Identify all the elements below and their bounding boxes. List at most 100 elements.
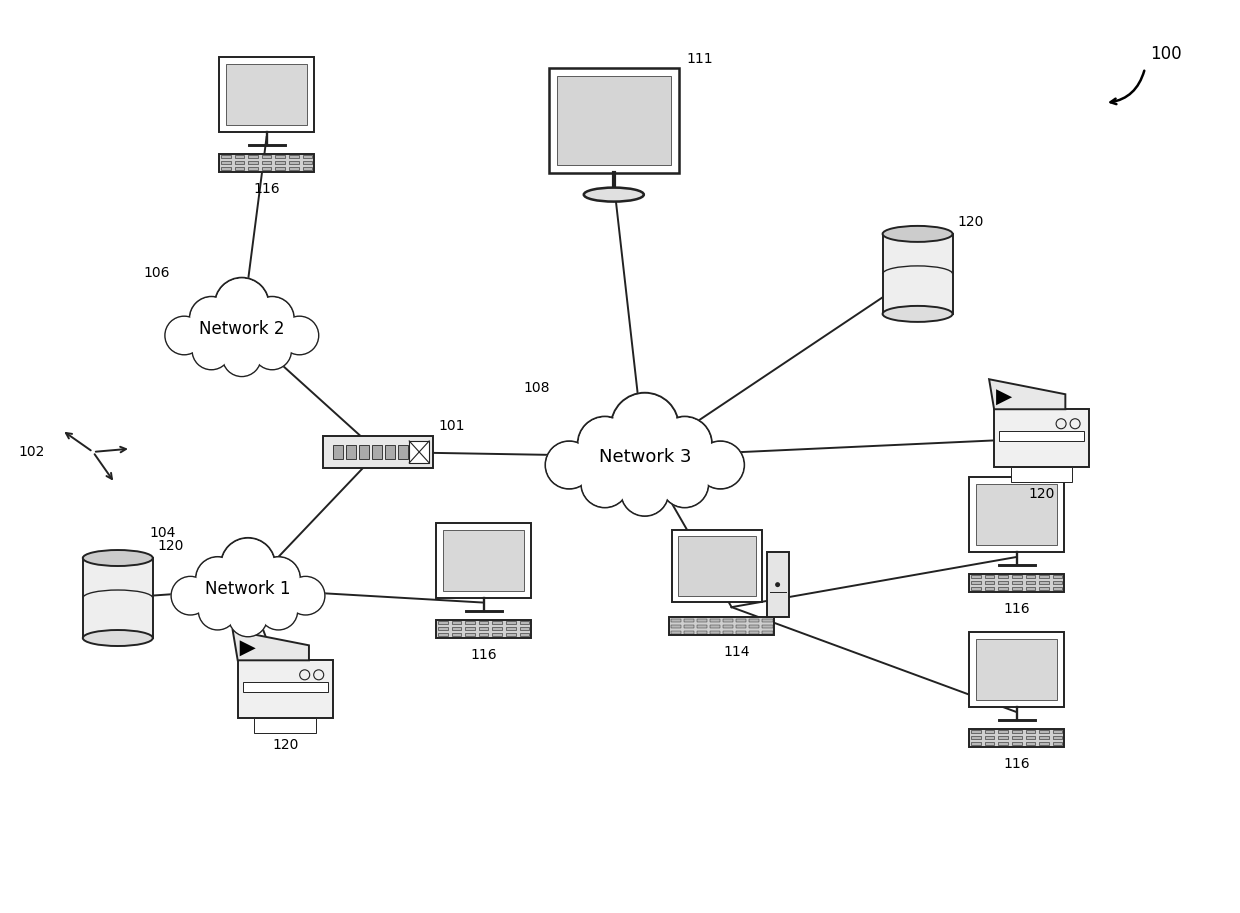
FancyBboxPatch shape bbox=[697, 619, 707, 622]
Circle shape bbox=[546, 441, 593, 488]
FancyBboxPatch shape bbox=[1039, 575, 1049, 578]
Circle shape bbox=[621, 468, 668, 516]
FancyBboxPatch shape bbox=[438, 633, 448, 635]
FancyBboxPatch shape bbox=[1025, 730, 1035, 733]
FancyBboxPatch shape bbox=[749, 624, 759, 627]
Circle shape bbox=[259, 592, 298, 630]
Circle shape bbox=[286, 577, 325, 614]
FancyBboxPatch shape bbox=[971, 581, 981, 584]
FancyBboxPatch shape bbox=[994, 409, 1089, 467]
FancyBboxPatch shape bbox=[360, 445, 370, 459]
FancyBboxPatch shape bbox=[677, 536, 755, 596]
FancyBboxPatch shape bbox=[506, 633, 516, 635]
Ellipse shape bbox=[83, 630, 153, 646]
FancyBboxPatch shape bbox=[412, 445, 422, 459]
FancyBboxPatch shape bbox=[985, 742, 994, 745]
Text: 120: 120 bbox=[272, 739, 299, 752]
Text: 116: 116 bbox=[253, 182, 280, 196]
Circle shape bbox=[578, 416, 632, 471]
Circle shape bbox=[698, 443, 743, 488]
Ellipse shape bbox=[883, 306, 952, 322]
Circle shape bbox=[613, 394, 677, 458]
Circle shape bbox=[229, 598, 267, 636]
FancyBboxPatch shape bbox=[234, 155, 244, 158]
FancyBboxPatch shape bbox=[671, 631, 681, 634]
FancyBboxPatch shape bbox=[985, 575, 994, 578]
FancyBboxPatch shape bbox=[970, 477, 1064, 552]
Circle shape bbox=[583, 461, 627, 506]
Text: 108: 108 bbox=[523, 382, 551, 395]
FancyBboxPatch shape bbox=[549, 68, 678, 173]
FancyBboxPatch shape bbox=[436, 620, 531, 637]
FancyBboxPatch shape bbox=[723, 624, 733, 627]
Circle shape bbox=[197, 558, 238, 599]
FancyBboxPatch shape bbox=[1039, 736, 1049, 740]
FancyBboxPatch shape bbox=[683, 619, 694, 622]
Circle shape bbox=[224, 340, 259, 375]
Text: 106: 106 bbox=[144, 266, 170, 279]
Ellipse shape bbox=[192, 298, 291, 360]
FancyBboxPatch shape bbox=[479, 633, 489, 635]
Circle shape bbox=[611, 393, 678, 461]
FancyBboxPatch shape bbox=[479, 621, 489, 624]
FancyBboxPatch shape bbox=[711, 624, 720, 627]
Circle shape bbox=[579, 418, 630, 469]
Circle shape bbox=[190, 297, 233, 341]
FancyBboxPatch shape bbox=[711, 619, 720, 622]
FancyBboxPatch shape bbox=[451, 626, 461, 630]
FancyBboxPatch shape bbox=[671, 619, 681, 622]
FancyBboxPatch shape bbox=[289, 155, 299, 158]
FancyBboxPatch shape bbox=[970, 574, 1064, 592]
FancyBboxPatch shape bbox=[1012, 730, 1022, 733]
FancyBboxPatch shape bbox=[723, 631, 733, 634]
FancyBboxPatch shape bbox=[985, 587, 994, 590]
FancyBboxPatch shape bbox=[520, 633, 529, 635]
FancyBboxPatch shape bbox=[971, 575, 981, 578]
FancyBboxPatch shape bbox=[1012, 581, 1022, 584]
FancyBboxPatch shape bbox=[465, 621, 475, 624]
FancyBboxPatch shape bbox=[1053, 587, 1063, 590]
Circle shape bbox=[661, 460, 708, 508]
Ellipse shape bbox=[190, 295, 294, 362]
Circle shape bbox=[250, 297, 294, 341]
FancyBboxPatch shape bbox=[219, 57, 314, 132]
FancyBboxPatch shape bbox=[671, 624, 681, 627]
FancyBboxPatch shape bbox=[971, 587, 981, 590]
Ellipse shape bbox=[579, 417, 711, 496]
Circle shape bbox=[172, 578, 208, 614]
Circle shape bbox=[582, 460, 629, 508]
FancyBboxPatch shape bbox=[998, 736, 1008, 740]
FancyBboxPatch shape bbox=[479, 626, 489, 630]
Circle shape bbox=[260, 593, 296, 628]
Circle shape bbox=[775, 582, 780, 587]
FancyBboxPatch shape bbox=[1053, 730, 1063, 733]
Circle shape bbox=[165, 317, 203, 354]
FancyBboxPatch shape bbox=[238, 660, 332, 719]
FancyBboxPatch shape bbox=[254, 719, 316, 733]
Circle shape bbox=[252, 298, 293, 339]
FancyBboxPatch shape bbox=[998, 742, 1008, 745]
FancyBboxPatch shape bbox=[1053, 736, 1063, 740]
FancyBboxPatch shape bbox=[1012, 742, 1022, 745]
FancyBboxPatch shape bbox=[324, 436, 433, 468]
FancyBboxPatch shape bbox=[334, 445, 343, 459]
FancyBboxPatch shape bbox=[1012, 587, 1022, 590]
FancyBboxPatch shape bbox=[248, 155, 258, 158]
FancyBboxPatch shape bbox=[234, 161, 244, 164]
FancyBboxPatch shape bbox=[737, 619, 746, 622]
FancyBboxPatch shape bbox=[976, 639, 1058, 700]
FancyBboxPatch shape bbox=[998, 575, 1008, 578]
FancyBboxPatch shape bbox=[262, 155, 272, 158]
Circle shape bbox=[221, 538, 275, 593]
FancyBboxPatch shape bbox=[737, 631, 746, 634]
FancyBboxPatch shape bbox=[289, 167, 299, 170]
FancyBboxPatch shape bbox=[557, 76, 671, 164]
FancyBboxPatch shape bbox=[398, 445, 408, 459]
FancyBboxPatch shape bbox=[697, 631, 707, 634]
Circle shape bbox=[660, 418, 711, 469]
FancyBboxPatch shape bbox=[763, 631, 773, 634]
Text: 116: 116 bbox=[1003, 757, 1030, 771]
Text: 116: 116 bbox=[470, 647, 497, 662]
FancyBboxPatch shape bbox=[262, 161, 272, 164]
FancyBboxPatch shape bbox=[763, 619, 773, 622]
